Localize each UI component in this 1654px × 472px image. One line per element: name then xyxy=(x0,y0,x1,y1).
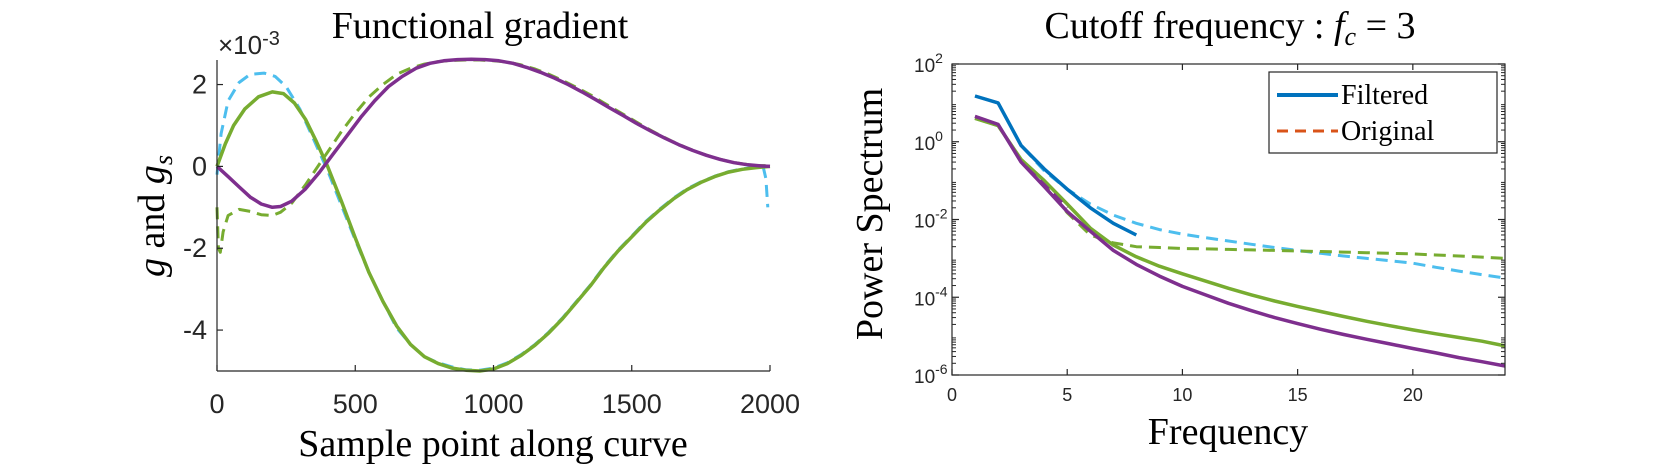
spectrum-y-tick-label: 102 xyxy=(914,50,943,77)
spectrum-y-tick-exponent: -6 xyxy=(935,361,948,377)
gradient-y-label-g: g xyxy=(131,258,173,277)
spectrum-y-tick-base: 10 xyxy=(914,289,935,310)
spectrum-y-tick-exponent: 2 xyxy=(935,50,943,66)
gradient-series-purple-solid-3 xyxy=(215,57,771,210)
gradient-x-tick-label: 500 xyxy=(333,389,378,419)
gradient-plot-area xyxy=(217,60,770,371)
spectrum-y-tick-base: 10 xyxy=(914,134,935,155)
spectrum-x-tick-label: 10 xyxy=(1172,385,1192,405)
spectrum-series-purple-solid-4 xyxy=(974,114,1506,368)
spectrum-y-tick-label: 100 xyxy=(914,128,943,155)
gradient-x-tick-label: 2000 xyxy=(740,389,800,419)
gradient-y-ticks: 2 0 -2 -4 xyxy=(183,60,223,371)
spectrum-x-ticks: 0 5 10 15 20 xyxy=(947,64,1423,405)
gradient-y-exponent-base: ×10 xyxy=(218,30,262,60)
spectrum-y-tick-base: 10 xyxy=(914,212,935,233)
spectrum-series-light-blue-dashed-0 xyxy=(974,94,1506,280)
gradient-y-exponent: ×10-3 xyxy=(218,28,280,60)
legend-original-label: Original xyxy=(1341,116,1435,147)
spectrum-title-sub: c xyxy=(1345,22,1357,51)
spectrum-y-tick-exponent: 0 xyxy=(935,128,943,144)
gradient-x-tick-label: 0 xyxy=(209,389,224,419)
gradient-y-tick-label: -4 xyxy=(183,315,207,345)
spectrum-series-green-solid-2 xyxy=(974,116,1506,348)
spectrum-title-suffix: = 3 xyxy=(1356,5,1415,47)
spectrum-title-prefix: Cutoff frequency : xyxy=(1044,5,1334,47)
spectrum-y-tick-label: 10-2 xyxy=(914,206,948,233)
spectrum-y-tick-label: 10-4 xyxy=(914,283,948,310)
gradient-y-tick-label: 0 xyxy=(192,151,207,181)
spectrum-legend: Filtered Original xyxy=(1268,71,1498,154)
spectrum-chart-title: Cutoff frequency : fc = 3 xyxy=(1044,5,1415,51)
gradient-y-axis-label: g and gs xyxy=(131,155,178,277)
spectrum-y-axis-label: Power Spectrum xyxy=(849,88,891,340)
legend-filtered-label: Filtered xyxy=(1341,80,1428,111)
spectrum-series-blue-solid-1 xyxy=(974,94,1138,237)
spectrum-x-tick-label: 0 xyxy=(947,385,957,405)
gradient-x-axis-label: Sample point along curve xyxy=(298,423,687,465)
spectrum-x-tick-label: 15 xyxy=(1288,385,1308,405)
spectrum-y-tick-base: 10 xyxy=(914,56,935,77)
spectrum-y-tick-base: 10 xyxy=(914,367,935,388)
spectrum-x-tick-label: 20 xyxy=(1403,385,1423,405)
gradient-chart-title: Functional gradient xyxy=(332,5,629,47)
spectrum-series-green-dashed-3 xyxy=(974,116,1506,260)
spectrum-x-tick-label: 5 xyxy=(1062,385,1072,405)
legend-box xyxy=(1268,71,1498,154)
spectrum-y-tick-exponent: -2 xyxy=(935,206,948,222)
spectrum-series-purple-dashed-5 xyxy=(974,114,1069,209)
gradient-y-exponent-power: -3 xyxy=(262,28,280,50)
gradient-y-tick-label: 2 xyxy=(192,70,207,100)
gradient-y-label-g2: g xyxy=(131,165,173,184)
gradient-x-ticks: 0 500 1000 1500 2000 xyxy=(209,365,800,419)
gradient-y-label-and: and xyxy=(131,184,173,258)
spectrum-y-tick-label: 10-6 xyxy=(914,361,948,388)
gradient-y-tick-label: -2 xyxy=(183,233,207,263)
gradient-x-tick-label: 1000 xyxy=(463,389,523,419)
spectrum-y-tick-exponent: -4 xyxy=(935,283,948,299)
spectrum-x-axis-label: Frequency xyxy=(1148,411,1308,453)
gradient-chart: 0 500 1000 1500 2000 2 0 -2 -4 Functional gradi… xyxy=(131,5,800,465)
gradient-x-tick-label: 1500 xyxy=(602,389,662,419)
spectrum-series-group xyxy=(974,94,1506,368)
gradient-y-label-sub: s xyxy=(149,155,178,165)
